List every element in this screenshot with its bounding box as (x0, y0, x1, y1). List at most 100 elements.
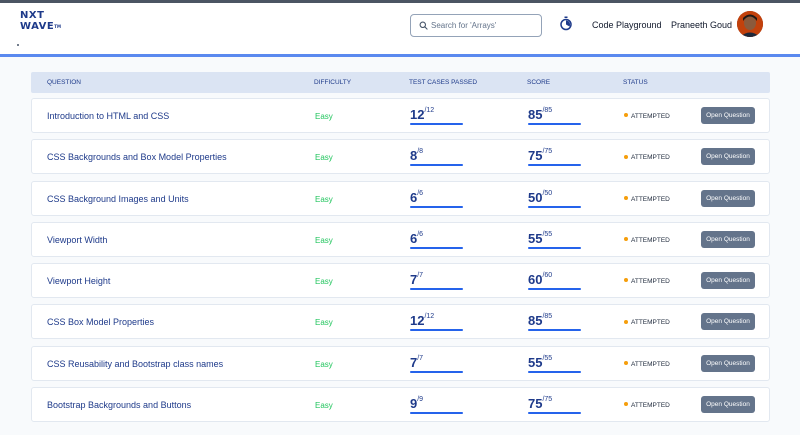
table-header: QUESTION DIFFICULTY TEST CASES PASSED SC… (31, 72, 770, 93)
score-total: /85 (542, 313, 553, 321)
difficulty-label: Easy (315, 235, 333, 245)
score-total: /85 (542, 107, 553, 114)
tests-total: /6 (417, 189, 424, 197)
tests-progress-fill (410, 123, 463, 125)
question-title[interactable]: CSS Box Model Properties (47, 317, 155, 328)
status-dot-icon (624, 154, 628, 159)
tests-passed-value: 9 (410, 396, 418, 412)
question-title[interactable]: CSS Background Images and Units (47, 193, 189, 204)
question-title[interactable]: Viewport Width (47, 234, 108, 245)
table-row: CSS Background Images and Units Easy 6/6… (31, 180, 770, 216)
difficulty-label: Easy (315, 318, 333, 328)
table-row: CSS Box Model Properties Easy 12/12 85/8… (31, 304, 770, 340)
question-title[interactable]: CSS Reusability and Bootstrap class name… (47, 358, 224, 369)
score-progress-bar (528, 246, 581, 249)
tests-progress-bar (410, 164, 463, 167)
tests-passed: 8/8 (410, 147, 463, 167)
header: NXT WAVETM Code Playground Praneeth Goud (0, 3, 800, 54)
score-progress-fill (528, 164, 581, 167)
difficulty-label: Easy (315, 112, 333, 121)
search-box[interactable] (410, 14, 542, 37)
tests-progress-bar (410, 123, 463, 125)
score-total: /60 (542, 272, 553, 280)
table-row: Introduction to HTML and CSS Easy 12/12 … (31, 98, 770, 133)
score: 55/55 (528, 230, 581, 249)
tests-total: /6 (417, 230, 424, 238)
score-progress-fill (528, 412, 581, 415)
tests-progress-bar (410, 412, 463, 415)
tests-passed-value: 7 (410, 272, 418, 288)
status: ATTEMPTED (624, 237, 670, 244)
difficulty-label: Easy (315, 153, 333, 163)
search-input[interactable] (431, 18, 539, 33)
status: ATTEMPTED (624, 196, 670, 203)
header-test-cases: TEST CASES PASSED (409, 79, 478, 86)
question-title[interactable]: Bootstrap Backgrounds and Buttons (47, 400, 192, 411)
tests-passed-value: 6 (410, 189, 418, 205)
open-question-button[interactable]: Open Question (701, 396, 755, 414)
table-row: Bootstrap Backgrounds and Buttons Easy 9… (31, 387, 770, 423)
open-question-button[interactable]: Open Question (701, 148, 755, 166)
question-title[interactable]: Introduction to HTML and CSS (47, 111, 170, 121)
score: 75/75 (528, 395, 581, 415)
status-dot-icon (624, 361, 628, 366)
search-icon (419, 21, 428, 30)
tests-passed: 12/12 (410, 312, 463, 332)
avatar[interactable] (737, 11, 763, 37)
open-question-button[interactable]: Open Question (701, 107, 755, 124)
tests-passed: 9/9 (410, 395, 463, 415)
logo-text: WAVE (20, 21, 55, 32)
status: ATTEMPTED (624, 319, 670, 326)
score-progress-bar (528, 205, 581, 208)
tests-passed: 12/12 (410, 106, 463, 125)
tests-total: /9 (417, 396, 424, 404)
score: 50/50 (528, 189, 581, 208)
tests-progress-fill (410, 205, 463, 208)
score-value: 75 (528, 148, 543, 164)
decorative-dot (17, 44, 19, 46)
score-value: 50 (528, 189, 543, 205)
score-value: 55 (528, 230, 543, 246)
logo-line-1: NXT (20, 10, 45, 21)
score-value: 60 (528, 272, 543, 288)
tests-passed-value: 12 (410, 313, 425, 329)
score-progress-bar (528, 123, 581, 125)
logo-tm: TM (54, 24, 61, 29)
score-progress-fill (528, 370, 581, 373)
question-title[interactable]: Viewport Height (47, 276, 111, 287)
nxtwave-logo[interactable]: NXT WAVETM (20, 11, 68, 37)
open-question-button[interactable]: Open Question (701, 313, 755, 331)
open-question-button[interactable]: Open Question (701, 354, 755, 372)
timer-icon[interactable] (559, 16, 573, 31)
status-text: ATTEMPTED (631, 402, 670, 410)
score-total: /50 (542, 189, 553, 197)
tests-passed: 7/7 (410, 354, 463, 373)
score-progress-fill (528, 288, 581, 291)
open-question-button[interactable]: Open Question (701, 189, 755, 207)
status: ATTEMPTED (624, 402, 670, 409)
tests-passed-value: 6 (410, 230, 418, 246)
tests-progress-bar (410, 288, 463, 291)
status: ATTEMPTED (624, 154, 670, 161)
open-question-button[interactable]: Open Question (701, 230, 755, 248)
tests-progress-bar (410, 329, 463, 332)
open-question-button[interactable]: Open Question (701, 272, 755, 290)
score-progress-bar (528, 288, 581, 291)
tests-progress-fill (410, 164, 463, 167)
tests-passed-value: 7 (410, 354, 418, 370)
tests-total: /12 (424, 107, 435, 114)
header-question: QUESTION (47, 79, 81, 86)
user-name[interactable]: Praneeth Goud (671, 20, 733, 30)
tests-progress-fill (410, 370, 463, 373)
difficulty-label: Easy (315, 401, 333, 411)
status-dot-icon (624, 113, 628, 118)
score-progress-fill (528, 205, 581, 208)
tests-progress-bar (410, 246, 463, 249)
score-value: 75 (528, 396, 543, 412)
difficulty-label: Easy (315, 359, 333, 369)
table-row: CSS Backgrounds and Box Model Properties… (31, 139, 770, 175)
code-playground-link[interactable]: Code Playground (592, 20, 662, 30)
status-text: ATTEMPTED (631, 113, 670, 120)
question-title[interactable]: CSS Backgrounds and Box Model Properties (47, 152, 227, 163)
logo-line-2: WAVETM (20, 22, 68, 32)
